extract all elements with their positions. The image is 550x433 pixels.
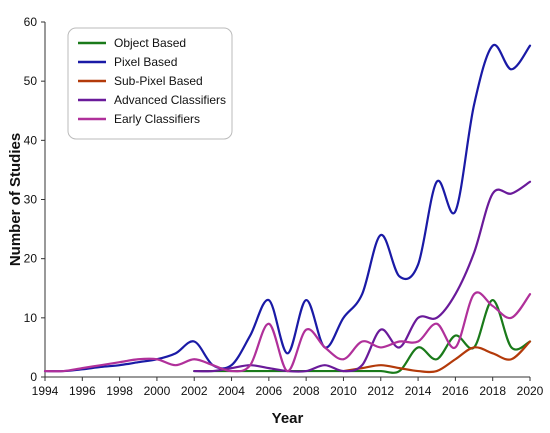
legend-label: Pixel Based: [114, 55, 177, 69]
series-line-object-based: [193, 298, 532, 374]
y-tick-label: 0: [30, 370, 37, 384]
legend: Object Based Pixel Based Sub-Pixel Based Ad…: [67, 27, 233, 140]
x-tick-label: 2014: [405, 384, 432, 398]
y-tick-label: 30: [24, 193, 38, 207]
x-tick-label: 1998: [106, 384, 133, 398]
y-axis-ticks: 0 10 20 30 40 50 60: [24, 15, 45, 384]
x-tick-label: 2004: [218, 384, 245, 398]
legend-box: [67, 27, 233, 140]
series-line-pixel-based: [43, 43, 532, 373]
legend-label: Object Based: [114, 36, 186, 50]
y-axis-title: Number of Studies: [7, 133, 24, 266]
series-line-sub-pixel-based: [342, 340, 532, 374]
x-axis-title: Year: [272, 410, 304, 427]
legend-label: Advanced Classifiers: [114, 93, 226, 107]
series-line-advanced-classifiers: [193, 180, 532, 373]
y-tick-label: 20: [24, 252, 38, 266]
x-tick-label: 2008: [293, 384, 320, 398]
x-tick-label: 2016: [442, 384, 469, 398]
legend-item-sub-pixel-based: Sub-Pixel Based: [78, 74, 203, 88]
y-tick-label: 40: [24, 133, 38, 147]
x-tick-label: 2010: [330, 384, 357, 398]
legend-item-pixel-based: Pixel Based: [78, 55, 177, 69]
legend-item-advanced-classifiers: Advanced Classifiers: [78, 93, 226, 107]
legend-item-object-based: Object Based: [78, 36, 186, 50]
x-axis-ticks: 1994 1996 1998 2000 2002 2004 2006 2008 2010 2012…: [32, 377, 544, 398]
legend-item-early-classifiers: Early Classifiers: [78, 112, 200, 126]
legend-label: Early Classifiers: [114, 112, 200, 126]
legend-items: Object Based Pixel Based Sub-Pixel Based Ad…: [78, 36, 226, 126]
x-tick-label: 2012: [367, 384, 394, 398]
y-tick-label: 60: [24, 15, 38, 29]
series-lines: [43, 43, 532, 374]
series-line-early-classifiers: [43, 291, 532, 373]
x-tick-label: 1996: [69, 384, 96, 398]
x-tick-label: 2020: [517, 384, 544, 398]
y-tick-label: 10: [24, 311, 38, 325]
x-tick-label: 1994: [32, 384, 59, 398]
x-tick-label: 2000: [144, 384, 171, 398]
x-tick-label: 2018: [479, 384, 506, 398]
x-tick-label: 2002: [181, 384, 208, 398]
legend-label: Sub-Pixel Based: [114, 74, 203, 88]
y-tick-label: 50: [24, 74, 38, 88]
x-tick-label: 2006: [255, 384, 282, 398]
